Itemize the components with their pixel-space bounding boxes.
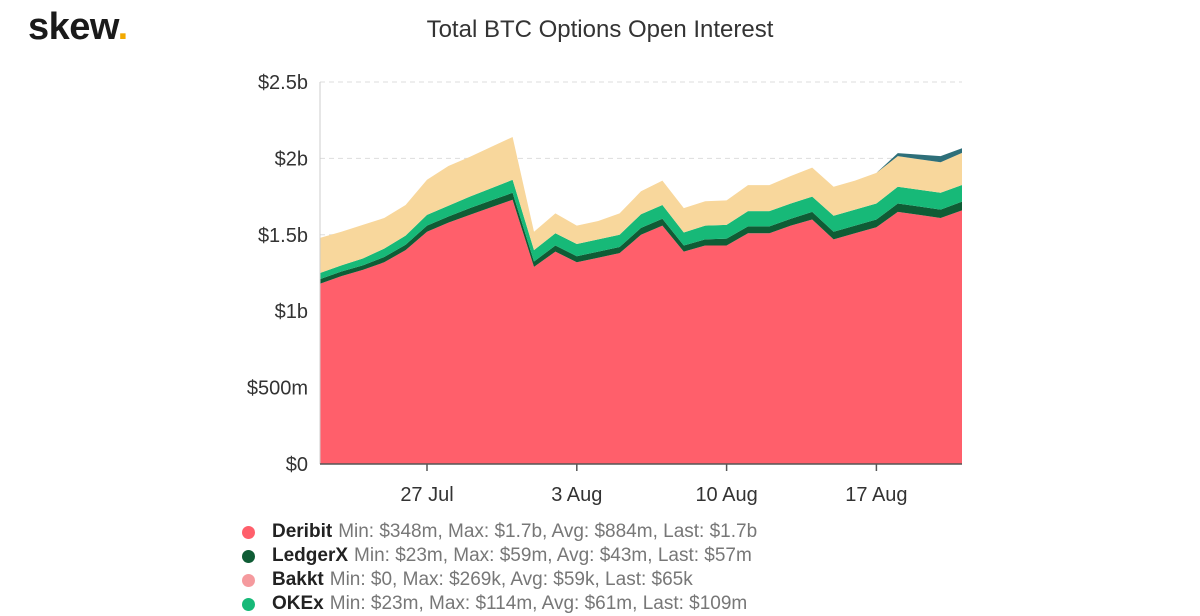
legend-item-deribit[interactable]: Deribit Min: $348m, Max: $1.7b, Avg: $884…: [242, 520, 757, 544]
skew-logo: skew.: [28, 6, 128, 48]
legend-series-stats: Min: $23m, Max: $59m, Avg: $43m, Last: $…: [354, 545, 752, 566]
y-tick-label: $2b: [275, 148, 308, 170]
area-deribit: [320, 199, 962, 464]
chart-legend: Deribit Min: $348m, Max: $1.7b, Avg: $884…: [242, 520, 757, 616]
legend-series-stats: Min: $0, Max: $269k, Avg: $59k, Last: $6…: [329, 569, 693, 590]
x-tick-label: 3 Aug: [551, 484, 602, 506]
legend-series-name: LedgerX: [272, 545, 349, 566]
y-tick-label: $500m: [247, 378, 308, 400]
legend-series-name: OKEx: [272, 593, 324, 614]
legend-series-stats: Min: $348m, Max: $1.7b, Avg: $884m, Last…: [338, 521, 758, 542]
legend-swatch: [242, 573, 255, 587]
legend-swatch: [242, 525, 255, 539]
area-cme: [320, 137, 962, 273]
legend-series-stats: Min: $23m, Max: $114m, Avg: $61m, Last: …: [329, 593, 748, 614]
y-tick-label: $1.5b: [258, 225, 308, 247]
area-ledgerx: [320, 192, 962, 284]
legend-swatch: [242, 597, 255, 611]
legend-item-ledgerx[interactable]: LedgerX Min: $23m, Max: $59m, Avg: $43m, …: [242, 544, 757, 568]
y-tick-label: $2.5b: [258, 72, 308, 94]
y-tick-label: $1b: [275, 301, 308, 323]
chart-title: Total BTC Options Open Interest: [426, 16, 774, 43]
x-tick-label: 27 Jul: [400, 484, 453, 506]
x-tick-label: 17 Aug: [845, 484, 907, 506]
legend-series-name: Deribit: [272, 521, 333, 542]
legend-series-name: Bakkt: [272, 569, 324, 590]
y-tick-label: $0: [286, 454, 308, 476]
area-okex: [320, 179, 962, 280]
legend-item-okex[interactable]: OKEx Min: $23m, Max: $114m, Avg: $61m, La…: [242, 592, 757, 616]
legend-swatch: [242, 549, 255, 563]
x-tick-label: 10 Aug: [695, 484, 757, 506]
legend-item-bakkt[interactable]: Bakkt Min: $0, Max: $269k, Avg: $59k, Las…: [242, 568, 757, 592]
